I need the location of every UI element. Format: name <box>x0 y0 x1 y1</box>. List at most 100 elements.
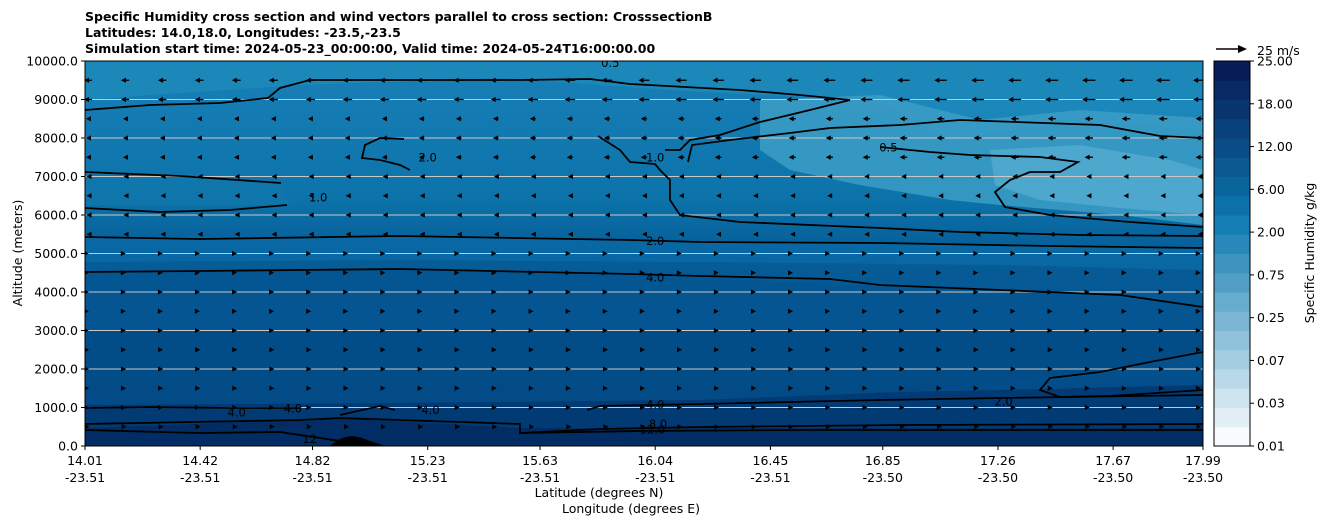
wind-vector <box>232 327 238 334</box>
y-tick-label: 7000.0 <box>34 169 78 184</box>
colorbar-swatch <box>1214 311 1250 331</box>
wind-vector <box>380 289 386 295</box>
wind-vector <box>901 173 907 180</box>
wind-vector <box>1045 77 1059 83</box>
wind-vector <box>825 366 831 372</box>
wind-vector <box>862 270 868 276</box>
wind-vector <box>232 308 238 314</box>
colorbar-swatch <box>1214 330 1250 351</box>
wind-vector <box>194 270 200 276</box>
wind-vector <box>602 347 608 353</box>
x-axis-label-latitude: Latitude (degrees N) <box>535 485 664 500</box>
contour-label-text: 1.0 <box>646 150 664 164</box>
wind-vector <box>1049 173 1055 180</box>
wind-vector <box>122 154 128 160</box>
wind-vector <box>1008 96 1022 103</box>
wind-vector <box>602 270 608 276</box>
wind-vector <box>343 347 349 353</box>
wind-vector <box>823 96 836 103</box>
wind-vector <box>973 116 982 122</box>
wind-vector <box>602 385 608 391</box>
wind-vector <box>677 116 685 122</box>
wind-vector <box>160 193 166 199</box>
wind-vector <box>1160 193 1166 199</box>
wind-vector <box>271 173 277 180</box>
wind-vector <box>269 347 275 353</box>
wind-vector <box>382 193 388 199</box>
wind-vector <box>379 77 390 83</box>
wind-vector <box>490 77 501 83</box>
wind-vector <box>713 308 719 314</box>
wind-vector <box>1156 96 1170 103</box>
wind-vector <box>85 251 89 256</box>
wind-vector <box>1010 327 1016 334</box>
contour-label: 2.0 <box>646 234 664 248</box>
wind-vector <box>825 308 831 314</box>
wind-vector <box>418 154 425 160</box>
wind-vector <box>602 366 608 372</box>
wind-vector <box>493 212 499 218</box>
wind-vector <box>640 366 645 372</box>
wind-vector <box>825 289 831 295</box>
wind-vector <box>862 385 868 391</box>
wind-vector <box>677 385 683 391</box>
wind-vector <box>158 424 164 430</box>
chart-title-line-3: Simulation start time: 2024-05-23_00:00:… <box>85 41 656 56</box>
wind-vector <box>122 116 128 122</box>
wind-vector <box>194 250 200 257</box>
wind-vector <box>85 347 89 352</box>
contour-line-2.0-mid <box>85 235 1203 249</box>
wind-vector <box>345 231 351 237</box>
colorbar-label: Specific Humidity g/kg <box>1302 183 1317 324</box>
wind-vector <box>1084 404 1090 411</box>
wind-vector <box>85 424 90 430</box>
wind-vector <box>640 385 645 391</box>
wind-vector <box>862 347 868 353</box>
wind-vector <box>1047 289 1053 295</box>
wind-vector <box>456 212 462 218</box>
wind-vector <box>1086 173 1092 180</box>
wind-vector <box>1047 135 1056 141</box>
contour-label: 4.0 <box>421 403 439 417</box>
wind-vector <box>453 77 464 83</box>
colorbar-swatch <box>1214 80 1250 100</box>
chart-title-line-2: Latitudes: 14.0,18.0, Longitudes: -23.5,… <box>85 25 401 40</box>
wind-vector <box>418 135 425 141</box>
wind-vector <box>936 404 942 411</box>
wind-vector <box>491 404 497 411</box>
wind-vector <box>455 424 461 430</box>
wind-vector <box>342 96 353 103</box>
wind-vector <box>491 366 497 372</box>
contour-label: 12 <box>302 432 317 446</box>
x-tick-label-lat: 15.63 <box>522 453 558 468</box>
wind-vector <box>567 231 573 237</box>
wind-vector <box>971 96 984 103</box>
contour-label-text: 1.0 <box>309 191 327 205</box>
wind-vector <box>864 193 870 199</box>
wind-vector <box>454 347 460 353</box>
wind-vector <box>567 173 573 180</box>
wind-vector <box>343 250 349 257</box>
contour-label: 4.0 <box>228 406 246 420</box>
colorbar-swatch <box>1214 272 1250 293</box>
wind-vector <box>936 308 942 314</box>
wind-vector <box>897 77 910 83</box>
wind-vector <box>1123 231 1129 237</box>
wind-vector <box>528 385 534 391</box>
wind-vector <box>530 193 536 199</box>
wind-vector <box>565 327 571 334</box>
wind-vector <box>1084 135 1093 141</box>
wind-vector <box>1119 77 1133 83</box>
wind-vector <box>1086 231 1092 237</box>
wind-vector <box>751 347 757 353</box>
wind-vector <box>790 193 796 199</box>
wind-vector <box>788 424 794 430</box>
wind-vector <box>864 231 870 237</box>
contour-label: 2.0 <box>994 395 1012 409</box>
wind-vector <box>1195 327 1201 334</box>
wind-vector <box>159 154 165 160</box>
wind-vector <box>159 116 165 122</box>
quiver-key-label: 25 m/s <box>1257 43 1300 58</box>
wind-vector <box>343 308 349 314</box>
colorbar-tick-label: 0.03 <box>1257 396 1285 411</box>
